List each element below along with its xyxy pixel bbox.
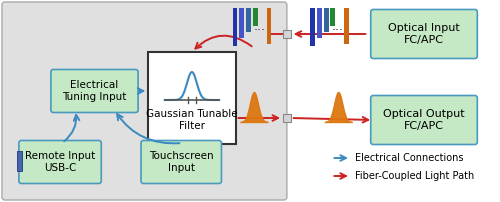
Text: Electrical Connections: Electrical Connections [354,153,463,163]
Bar [246,8,251,32]
FancyBboxPatch shape [19,141,102,183]
Bar [232,8,237,46]
Text: Fiber-Coupled Light Path: Fiber-Coupled Light Path [354,171,474,181]
Bar [317,8,322,38]
Bar [324,8,328,32]
Bar [18,151,22,171]
Text: Electrical
Tuning Input: Electrical Tuning Input [62,80,126,102]
Bar [253,8,258,26]
FancyBboxPatch shape [370,96,478,144]
Bar [283,30,291,38]
Bar [283,114,291,122]
FancyBboxPatch shape [141,141,222,183]
Text: Remote Input
USB-C: Remote Input USB-C [25,151,95,173]
Bar [240,8,244,38]
Bar [310,8,315,46]
Text: ...: ... [332,20,344,34]
Text: Gaussian Tunable
Filter: Gaussian Tunable Filter [146,109,238,131]
Text: ...: ... [254,20,266,34]
FancyBboxPatch shape [2,2,287,200]
Text: Optical Input
FC/APC: Optical Input FC/APC [388,23,460,45]
FancyBboxPatch shape [148,52,236,144]
FancyBboxPatch shape [370,9,478,59]
Text: Optical Output
FC/APC: Optical Output FC/APC [383,109,465,131]
Bar [330,8,336,26]
Bar [266,8,272,44]
FancyBboxPatch shape [51,69,138,113]
Bar [344,8,349,44]
Text: Touchscreen
Input: Touchscreen Input [149,151,214,173]
